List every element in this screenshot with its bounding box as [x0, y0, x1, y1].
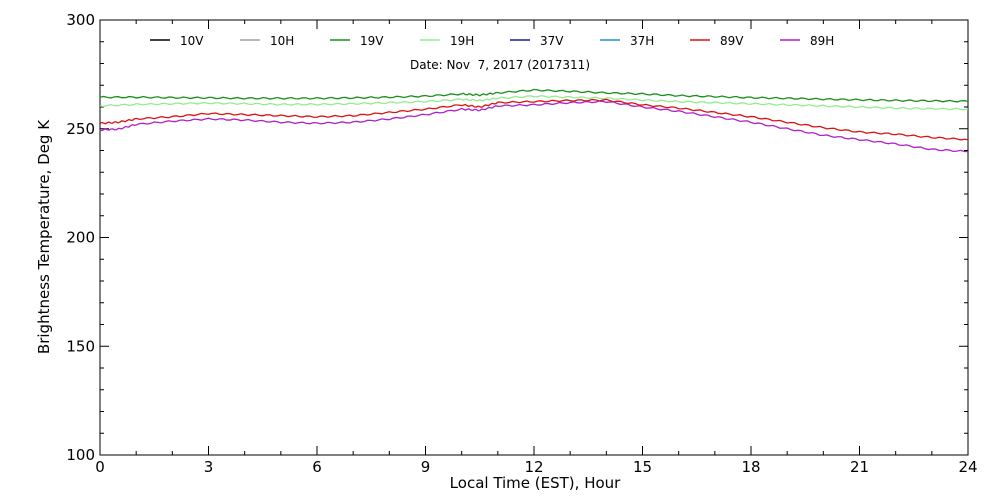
chart-subtitle: Date: Nov 7, 2017 (2017311): [410, 58, 590, 72]
y-tick-label: 250: [66, 120, 95, 138]
y-tick-label: 100: [66, 446, 95, 464]
series-line-89h: [99, 100, 969, 153]
y-tick-label: 200: [66, 229, 95, 247]
series-line-19v: [99, 88, 969, 103]
axis-ticks: [99, 19, 969, 456]
x-tick-label: 21: [850, 458, 869, 476]
x-tick-label: 18: [741, 458, 760, 476]
legend: 10V 10H 19V 19H 37V 37H 89V 89H: [150, 34, 834, 48]
axis-tick-labels: 0 3 6 9 12 15 18 21 24 100 150 200 250 300: [66, 11, 977, 476]
y-tick-label: 300: [66, 11, 95, 29]
x-tick-label: 0: [95, 458, 105, 476]
x-tick-label: 9: [421, 458, 431, 476]
legend-label-89v: 89V: [720, 34, 744, 48]
x-tick-label: 12: [524, 458, 543, 476]
legend-label-89h: 89H: [810, 34, 834, 48]
y-tick-label: 150: [66, 337, 95, 355]
x-axis-label: Local Time (EST), Hour: [450, 474, 621, 492]
legend-label-37v: 37V: [540, 34, 564, 48]
y-axis-label: Brightness Temperature, Deg K: [35, 119, 53, 354]
legend-label-19v: 19V: [360, 34, 384, 48]
x-tick-label: 15: [633, 458, 652, 476]
legend-label-19h: 19H: [450, 34, 474, 48]
plot-frame: [99, 19, 969, 456]
legend-label-10v: 10V: [180, 34, 204, 48]
x-tick-label: 24: [958, 458, 977, 476]
legend-label-37h: 37H: [630, 34, 654, 48]
x-tick-label: 3: [204, 458, 214, 476]
series-lines: [99, 88, 969, 153]
series-line-89v: [99, 98, 969, 141]
x-tick-label: 6: [312, 458, 322, 476]
series-line-19h: [99, 94, 969, 111]
legend-label-10h: 10H: [270, 34, 294, 48]
